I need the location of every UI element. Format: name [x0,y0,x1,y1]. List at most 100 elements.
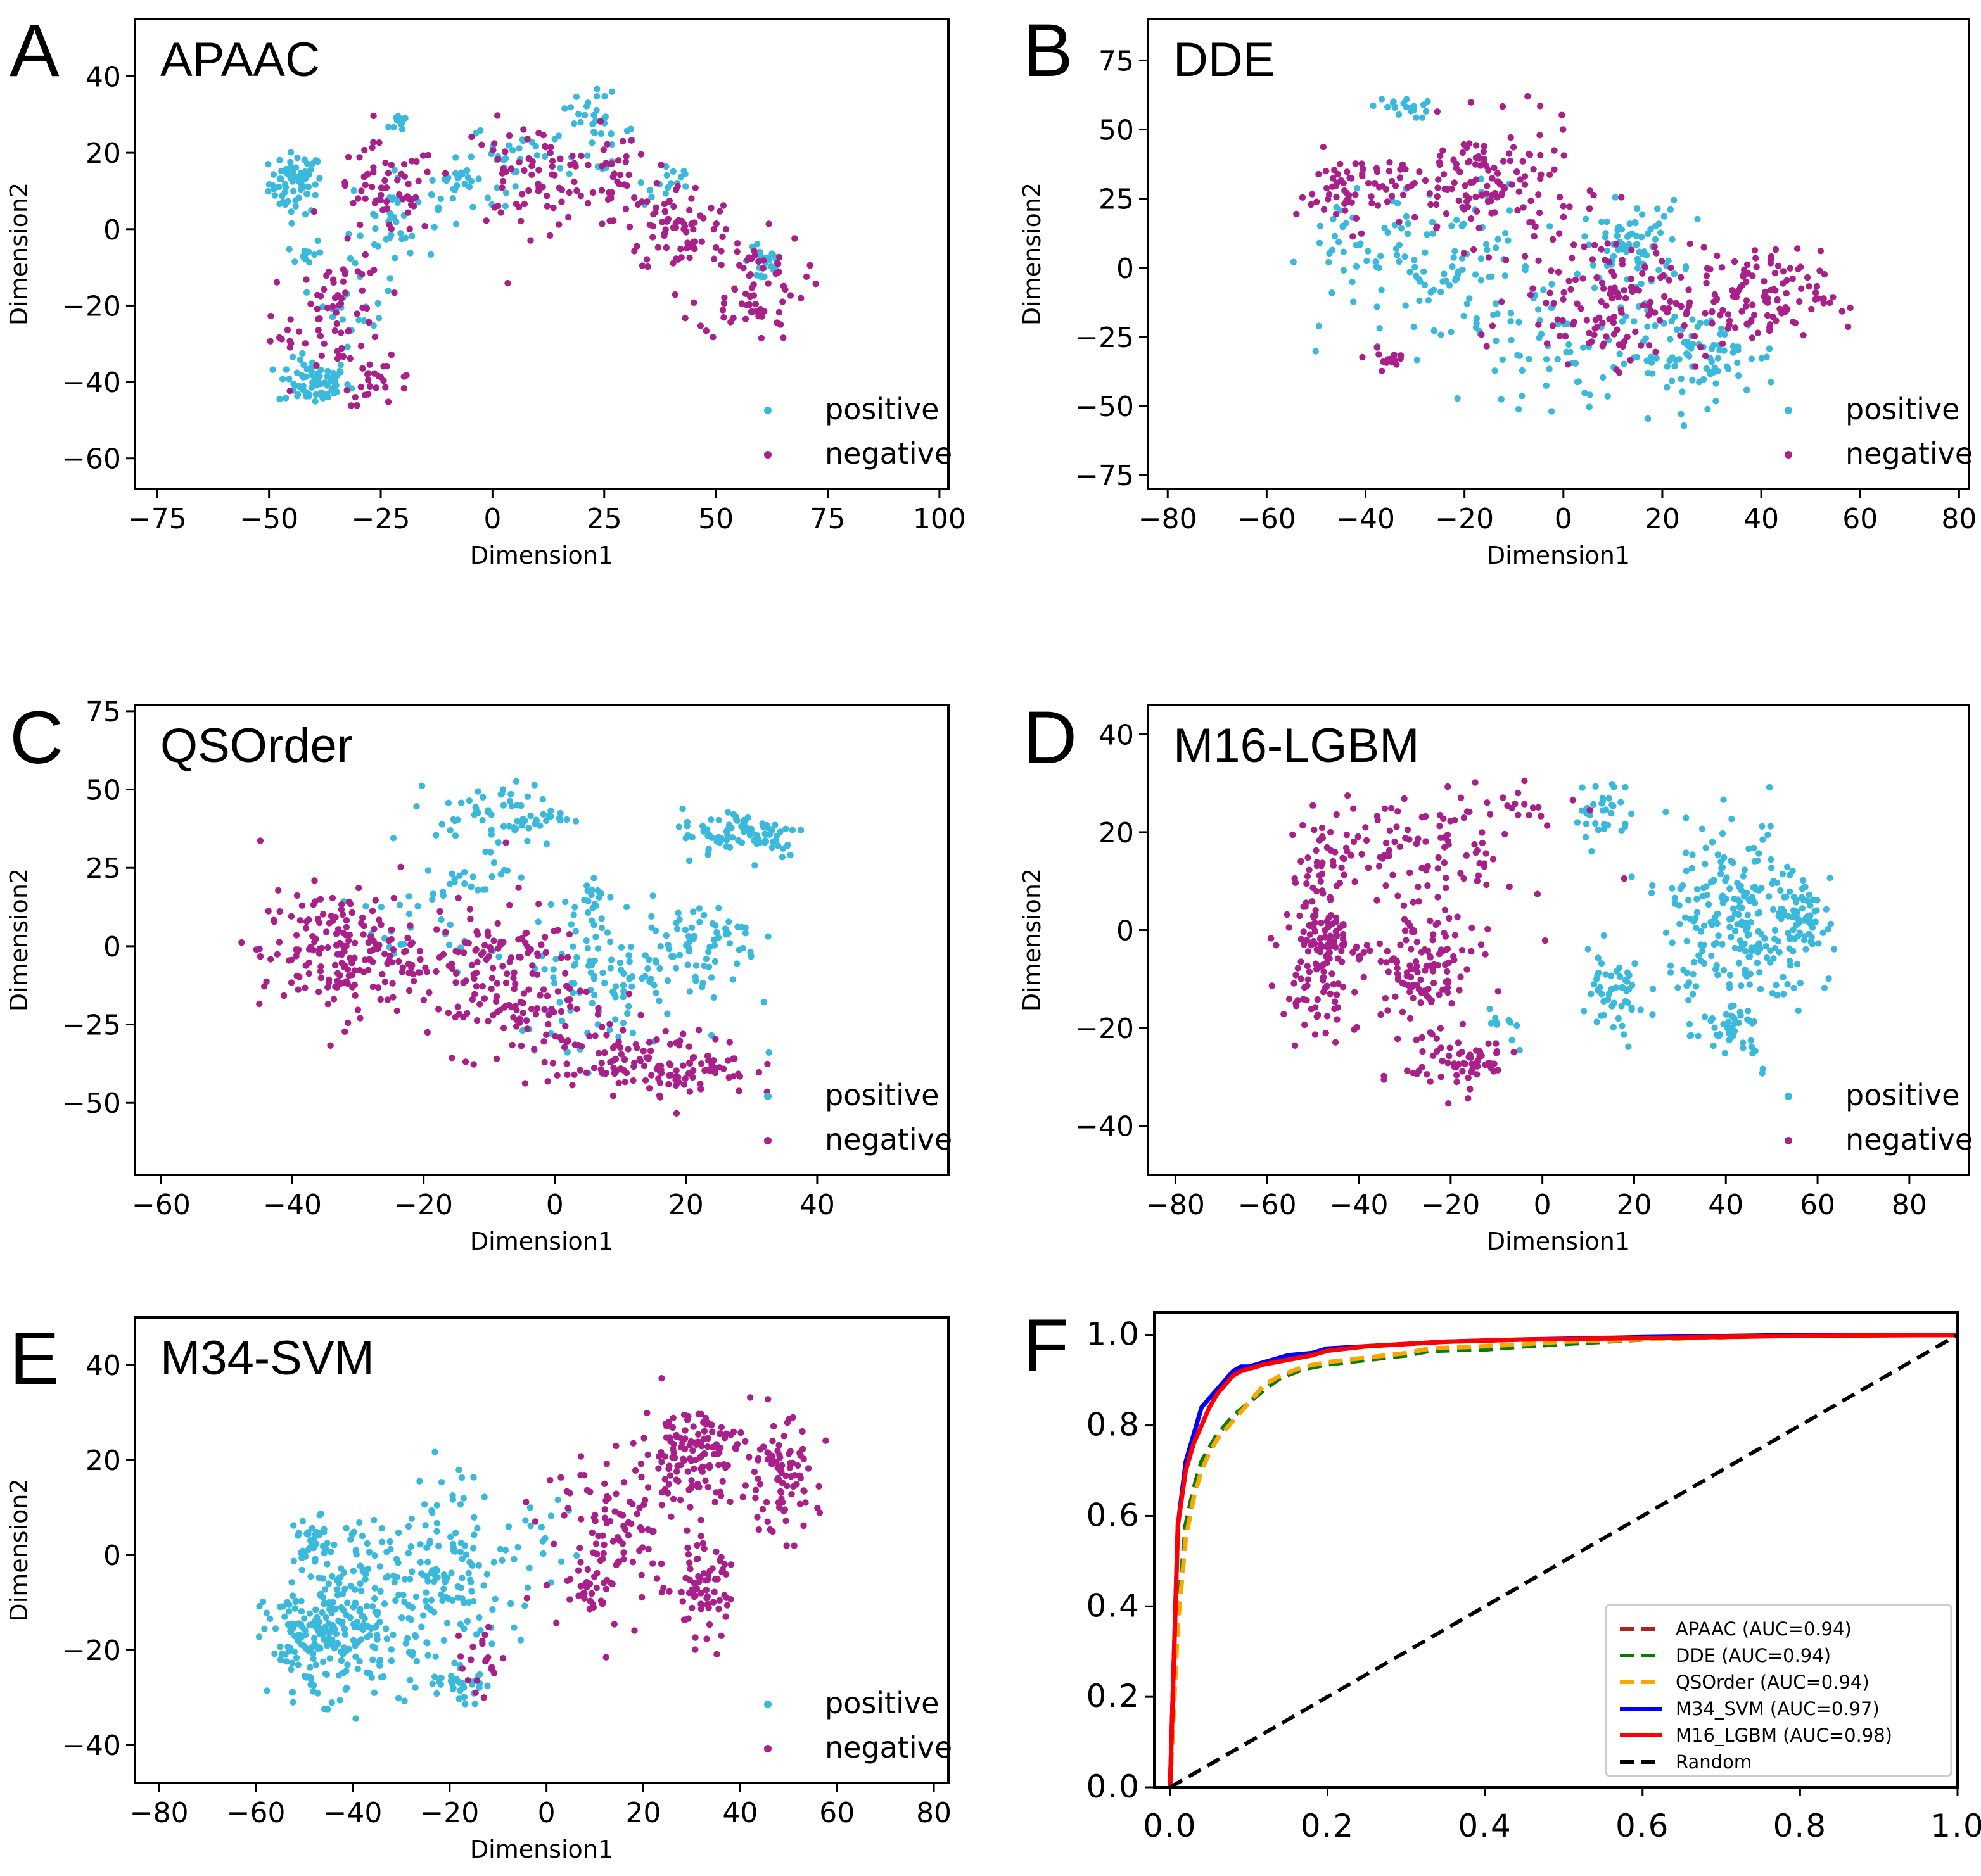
point-positive [1619,1022,1626,1029]
point-positive [1771,927,1779,934]
point-negative [698,1060,705,1067]
point-positive [459,170,466,178]
point-negative [1341,871,1347,878]
point-positive [1565,341,1572,348]
point-negative [1472,193,1479,201]
point-negative [316,315,323,322]
point-positive [345,1645,352,1652]
point-negative [1493,1049,1500,1056]
point-negative [723,1602,731,1609]
point-positive [290,1522,297,1529]
point-negative [755,1455,762,1462]
point-negative [608,194,615,201]
point-positive [701,911,708,919]
point-negative [636,1056,644,1063]
point-negative [1415,1067,1423,1074]
point-positive [1794,915,1801,922]
point-negative [602,1070,609,1077]
point-positive [682,927,689,934]
point-negative [518,217,525,225]
point-positive [715,816,722,824]
point-negative [634,201,642,208]
point-negative [736,1087,742,1094]
point-positive [1712,398,1719,405]
point-negative [1474,877,1481,885]
point-positive [281,189,288,196]
point-negative [1397,355,1404,362]
point-negative [1771,269,1779,277]
point-positive [371,1595,378,1602]
point-positive [470,1598,477,1605]
point-negative [390,946,397,953]
point-positive [490,859,498,866]
point-positive [1766,345,1773,352]
point-negative [357,221,364,229]
point-positive [607,894,614,901]
point-positive [508,803,516,810]
point-positive [344,1599,351,1606]
point-negative [1743,261,1751,268]
point-negative [383,198,390,205]
point-negative [782,286,789,293]
point-positive [401,1576,409,1583]
y-tick-label: 0 [1116,915,1134,948]
point-negative [1808,305,1815,313]
point-negative [763,1499,770,1506]
point-negative [408,158,416,165]
point-negative [390,894,397,902]
point-positive [336,1580,343,1587]
y-tick-label: 0.2 [1086,1678,1140,1714]
point-positive [1717,870,1724,878]
point-negative [1304,963,1311,970]
point-positive [1673,326,1681,333]
point-positive [572,818,580,825]
point-negative [697,1590,704,1597]
point-negative [1441,906,1449,914]
point-negative [755,1526,763,1533]
y-tick-label: 20 [86,137,121,170]
point-negative [1499,103,1506,110]
point-negative [1526,151,1534,158]
point-positive [675,823,683,830]
point-positive [1728,816,1735,823]
point-positive [1325,258,1332,266]
point-positive [265,161,272,168]
point-negative [405,987,413,994]
point-negative [688,220,696,227]
point-negative [1482,850,1489,857]
point-negative [1600,285,1607,292]
point-positive [612,994,619,1001]
point-positive [295,1530,302,1537]
point-negative [532,1011,540,1018]
point-negative [1546,171,1553,178]
point-negative [682,1427,689,1434]
point-negative [383,362,390,370]
point-negative [1389,871,1396,878]
point-negative [632,1041,639,1048]
point-positive [295,1661,302,1668]
point-positive [1621,823,1629,830]
point-positive [269,182,276,189]
point-positive [287,175,294,182]
point-negative [340,266,347,273]
point-negative [1426,190,1433,197]
point-negative [1415,835,1422,842]
point-negative [1554,316,1561,323]
point-positive [1743,386,1750,393]
point-negative [703,1635,710,1642]
point-positive [1683,868,1690,875]
point-negative [1459,1068,1466,1075]
point-positive [516,145,523,152]
point-negative [1401,927,1409,934]
point-negative [1333,193,1340,201]
point-positive [1600,807,1607,814]
point-negative [786,1464,794,1471]
point-negative [1441,171,1448,178]
point-positive [1554,355,1561,363]
point-negative [636,1547,643,1554]
point-negative [401,949,408,956]
point-negative [417,956,424,963]
point-negative [1332,998,1339,1005]
x-tick-label: −60 [1238,1189,1297,1221]
point-negative [1443,210,1450,217]
